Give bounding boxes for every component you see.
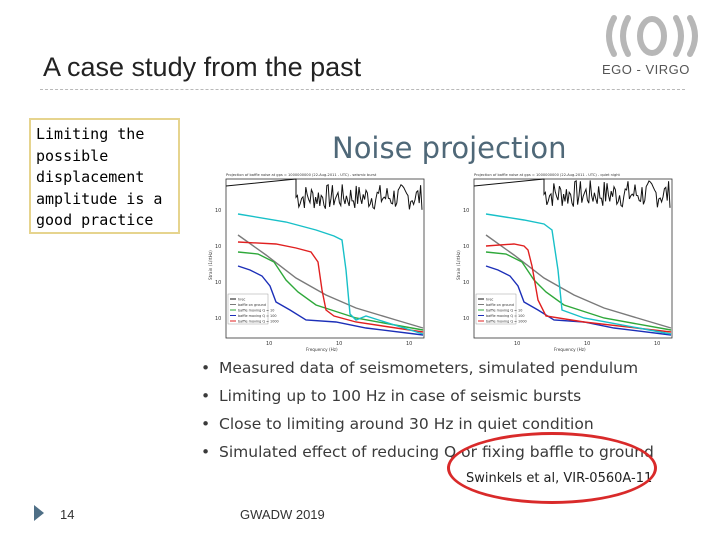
series-line-blue — [237, 265, 424, 336]
series-line-grey — [485, 234, 672, 329]
plot-series — [225, 178, 424, 336]
bullet-item: Close to limiting around 30 Hz in quiet … — [201, 413, 654, 441]
series-line-black — [225, 178, 423, 210]
bullet-item: Measured data of seismometers, simulated… — [201, 357, 654, 385]
callout-line: amplitude is a — [36, 189, 163, 208]
plot-header: Projection of baffle noise at gps = 1000… — [226, 173, 377, 177]
series-line-green — [237, 251, 424, 331]
x-tick: 10 — [654, 341, 660, 347]
callout-line: possible — [36, 146, 109, 165]
series-line-cyan — [485, 213, 672, 335]
y-tick: 10 — [215, 244, 221, 250]
highlight-ellipse — [447, 432, 657, 504]
virgo-logo-icon — [606, 15, 698, 57]
noise-plot-burst: Projection of baffle noise at gps = 1000… — [208, 173, 425, 352]
series-line-cyan — [237, 213, 424, 335]
y-tick: 10 — [215, 316, 221, 322]
y-tick: 10 — [463, 280, 469, 286]
y-tick: 10 — [463, 244, 469, 250]
x-tick: 10 — [336, 341, 342, 347]
legend-label: hrec — [238, 297, 246, 301]
organization-label: EGO - VIRGO — [602, 62, 690, 77]
legend-label: baffle moving Q = 10 — [486, 308, 522, 312]
bullet-item: Limiting up to 100 Hz in case of seismic… — [201, 385, 654, 413]
legend-label: baffle moving Q = 10 — [238, 308, 274, 312]
plot-series — [473, 178, 672, 336]
series-line-red — [237, 241, 424, 333]
noise-plot-quiet: Projection of baffle noise at gps = 1000… — [456, 173, 673, 352]
slide-title: A case study from the past — [43, 52, 362, 82]
y-tick: 10 — [463, 208, 469, 214]
x-tick: 10 — [406, 341, 412, 347]
legend-label: baffle moving Q = 100 — [238, 314, 277, 318]
legend-label: baffle moving Q = 1000 — [238, 319, 279, 323]
callout-line: Limiting the — [36, 125, 145, 143]
x-tick: 10 — [514, 341, 520, 347]
series-line-green — [485, 251, 672, 331]
x-tick: 10 — [266, 341, 272, 347]
legend-label: baffle on ground — [238, 303, 266, 307]
figure-title: Noise projection — [332, 131, 567, 165]
callout-line: good practice — [36, 211, 154, 229]
series-line-red — [485, 243, 672, 333]
legend-label: baffle moving Q = 1000 — [486, 319, 527, 323]
plot-ylabel: Strain (1/rtHz) — [456, 250, 461, 280]
y-tick: 10 — [215, 208, 221, 214]
plot-header: Projection of baffle noise at gps = 1000… — [474, 173, 621, 177]
title-divider — [40, 89, 685, 90]
series-line-black — [473, 178, 671, 208]
callout-line: displacement — [36, 168, 145, 186]
plot-ylabel: Strain (1/rtHz) — [208, 250, 213, 280]
footer-arrow-icon — [34, 505, 44, 521]
series-line-blue — [485, 265, 672, 336]
legend-label: baffle moving Q = 100 — [486, 314, 525, 318]
series-line-grey — [237, 234, 424, 329]
plot-xlabel: Frequency (Hz) — [306, 347, 338, 352]
slide-number: 14 — [60, 507, 75, 522]
x-tick: 10 — [584, 341, 590, 347]
legend-label: baffle on ground — [486, 303, 514, 307]
callout-box: Limiting the possible displacement ampli… — [29, 118, 180, 234]
y-tick: 10 — [215, 280, 221, 286]
noise-projection-figure: Noise projection Projection of baffle no… — [196, 125, 686, 486]
plot-xlabel: Frequency (Hz) — [554, 347, 586, 352]
y-tick: 10 — [463, 316, 469, 322]
event-name: GWADW 2019 — [240, 507, 325, 522]
legend-label: hrec — [486, 297, 494, 301]
